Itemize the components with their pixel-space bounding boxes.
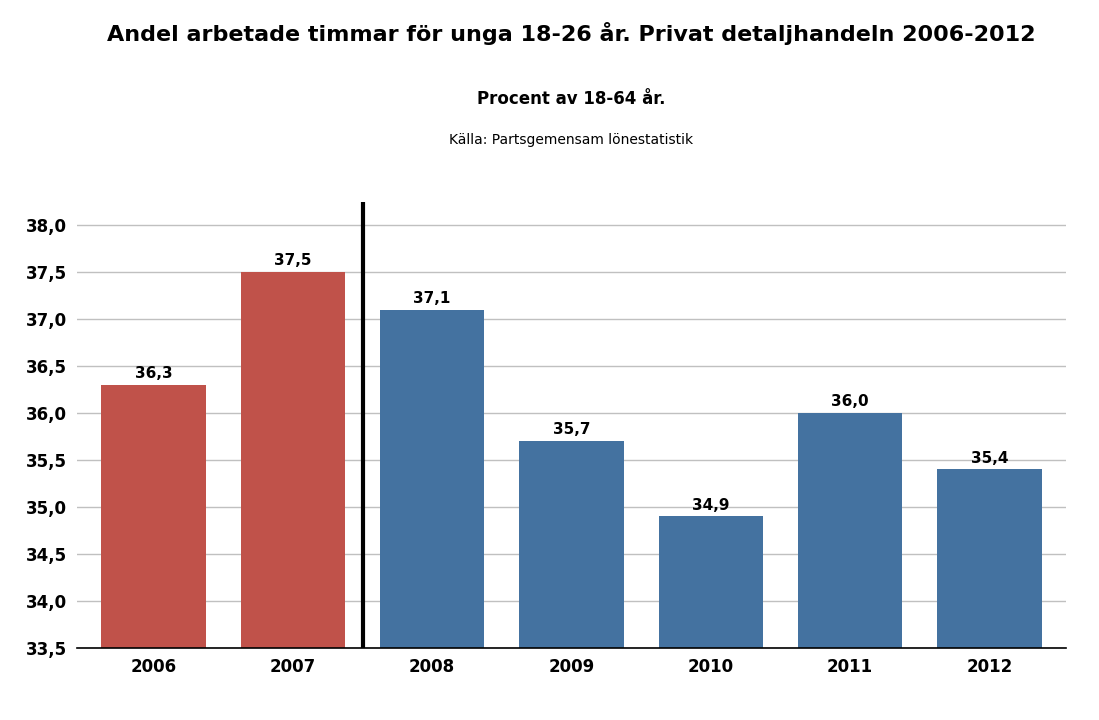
Text: 35,4: 35,4 bbox=[970, 451, 1008, 466]
Text: Andel arbetade timmar för unga 18-26 år. Privat detaljhandeln 2006-2012: Andel arbetade timmar för unga 18-26 år.… bbox=[108, 22, 1035, 45]
Text: 35,7: 35,7 bbox=[553, 423, 590, 438]
Bar bbox=[380, 310, 485, 648]
Text: 34,9: 34,9 bbox=[692, 498, 730, 513]
Bar bbox=[519, 441, 624, 648]
Text: 36,0: 36,0 bbox=[831, 395, 869, 409]
Bar bbox=[798, 413, 902, 648]
Text: 37,5: 37,5 bbox=[274, 253, 312, 269]
Text: 36,3: 36,3 bbox=[135, 366, 173, 381]
Bar bbox=[937, 469, 1042, 648]
Bar bbox=[658, 516, 763, 648]
Bar bbox=[101, 385, 206, 648]
Text: 37,1: 37,1 bbox=[413, 291, 451, 306]
Text: Källa: Partsgemensam lönestatistik: Källa: Partsgemensam lönestatistik bbox=[449, 133, 693, 147]
Bar bbox=[241, 272, 345, 648]
Text: Procent av 18-64 år.: Procent av 18-64 år. bbox=[477, 90, 666, 108]
